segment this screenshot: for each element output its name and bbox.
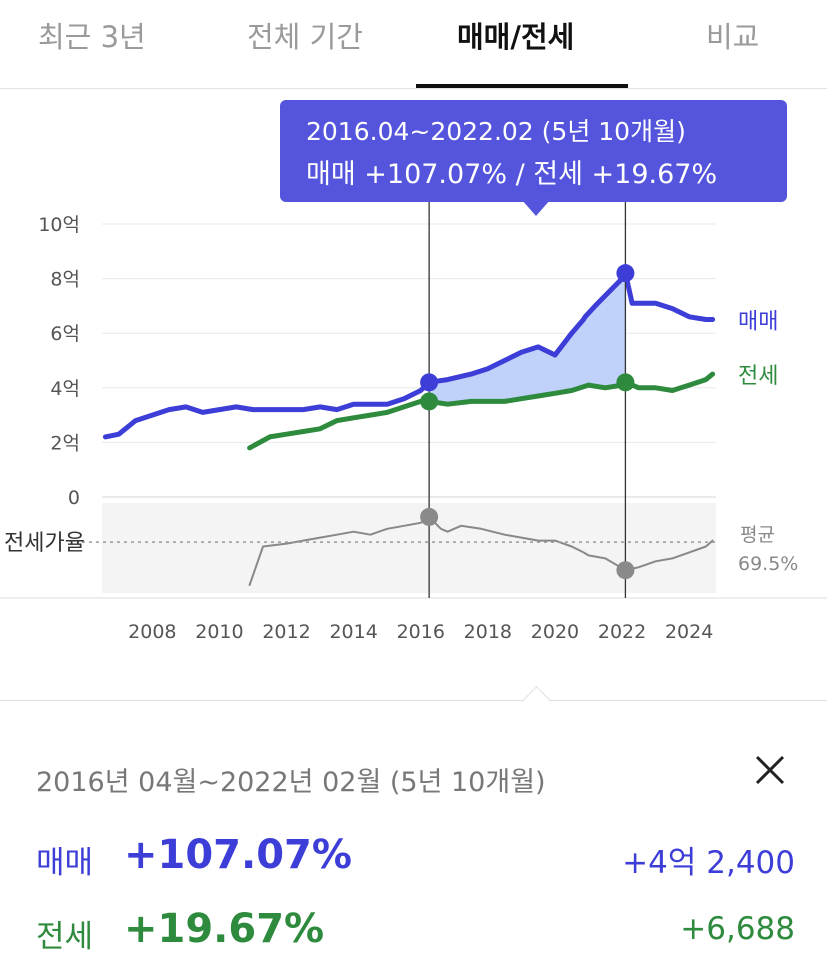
- selection-area: [429, 273, 626, 405]
- tooltip-change: 매매 +107.07% / 전세 +19.67%: [306, 159, 718, 190]
- sale-start-marker: [420, 373, 439, 392]
- y-tick-label: 2억: [50, 432, 80, 454]
- sale-label: 매매: [36, 845, 94, 881]
- x-tick-label: 2018: [464, 621, 512, 643]
- ratio-average-label: 평균: [740, 524, 775, 546]
- x-tick-label: 2022: [598, 621, 646, 643]
- jeonse-amount: +6,688: [680, 911, 795, 947]
- y-tick-label: 4억: [50, 378, 80, 400]
- ratio-start-marker: [420, 507, 439, 526]
- y-tick-label: 10억: [38, 214, 80, 236]
- y-tick-label: 8억: [50, 269, 80, 291]
- x-tick-label: 2014: [329, 621, 377, 643]
- x-tick-label: 2008: [128, 621, 176, 643]
- tab-bar: 최근 3년 전체 기간 매매/전세 비교: [0, 0, 827, 89]
- y-tick-label: 6억: [50, 323, 80, 345]
- x-tick-label: 2010: [195, 621, 243, 643]
- active-tab-indicator: [416, 84, 628, 88]
- tooltip-pointer: [522, 200, 550, 216]
- tooltip-range: 2016.04~2022.02 (5년 10개월): [306, 117, 686, 146]
- ratio-line: [248, 515, 714, 586]
- tab-compare[interactable]: 비교: [706, 20, 760, 54]
- sale-end-marker: [616, 264, 635, 283]
- series-label-sale: 매매: [738, 310, 778, 335]
- series-line-jeonse: [247, 371, 716, 451]
- summary-range: 2016년 04월~2022년 02월 (5년 10개월): [36, 767, 546, 798]
- ratio-end-marker: [616, 561, 635, 580]
- y-tick-label: 0: [68, 487, 80, 509]
- sale-percent: +107.07%: [124, 832, 352, 878]
- tab-recent-3y[interactable]: 최근 3년: [38, 20, 146, 54]
- jeonse-start-marker: [420, 392, 439, 411]
- selection-tooltip: 2016.04~2022.02 (5년 10개월) 매매 +107.07% / …: [280, 100, 787, 202]
- x-tick-label: 2012: [262, 621, 310, 643]
- ratio-band: [102, 503, 716, 593]
- ratio-label: 전세가율: [4, 531, 85, 556]
- ratio-average-value: 69.5%: [738, 553, 798, 575]
- tab-all-period[interactable]: 전체 기간: [247, 20, 363, 54]
- sale-amount: +4억 2,400: [622, 845, 795, 881]
- x-tick-label: 2020: [531, 621, 579, 643]
- close-icon[interactable]: [752, 752, 788, 788]
- tab-sale-jeonse[interactable]: 매매/전세: [457, 20, 575, 54]
- summary-panel: [0, 700, 827, 964]
- jeonse-percent: +19.67%: [124, 906, 325, 952]
- jeonse-end-marker: [616, 373, 635, 392]
- jeonse-label: 전세: [36, 919, 94, 955]
- x-tick-label: 2024: [665, 621, 713, 643]
- x-tick-label: 2016: [397, 621, 445, 643]
- series-label-jeonse: 전세: [738, 364, 778, 389]
